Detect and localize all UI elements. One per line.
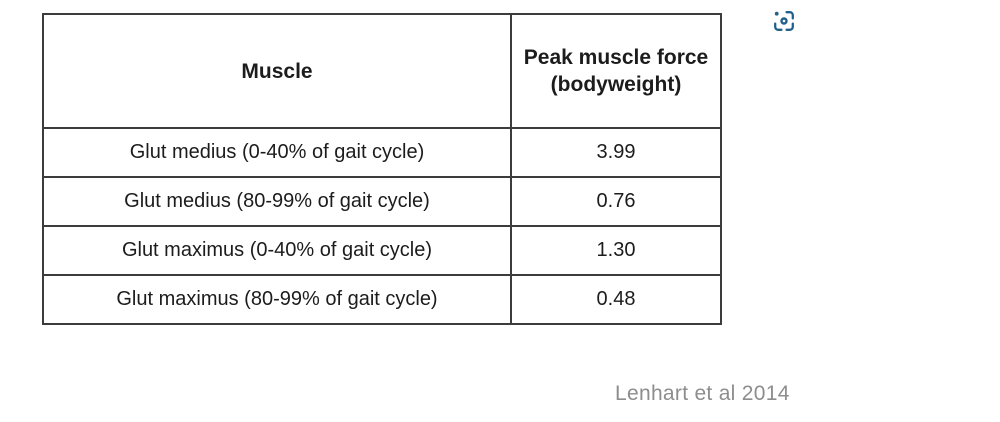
force-cell: 1.30: [510, 225, 722, 276]
citation-text: Lenhart et al 2014: [615, 382, 790, 405]
muscle-cell: Glut maximus (80-99% of gait cycle): [42, 274, 512, 325]
muscle-cell: Glut maximus (0-40% of gait cycle): [42, 225, 512, 276]
lens-center-ring: [780, 17, 788, 25]
lens-screenshot-icon: [774, 11, 794, 31]
column-header-peak-force: Peak muscle force (bodyweight): [510, 13, 722, 129]
table-row: Glut maximus (80-99% of gait cycle) 0.48: [42, 274, 722, 325]
force-cell: 0.76: [510, 176, 722, 227]
force-cell: 3.99: [510, 127, 722, 178]
lens-bottom-right-bracket: [785, 22, 794, 31]
table-row: Glut medius (0-40% of gait cycle) 3.99: [42, 127, 722, 178]
muscle-cell: Glut medius (80-99% of gait cycle): [42, 176, 512, 227]
muscle-cell: Glut medius (0-40% of gait cycle): [42, 127, 512, 178]
lens-corner-dot: [774, 11, 779, 16]
column-header-muscle: Muscle: [42, 13, 512, 129]
table-row: Glut maximus (0-40% of gait cycle) 1.30: [42, 225, 722, 276]
table-row: Glut medius (80-99% of gait cycle) 0.76: [42, 176, 722, 227]
lens-bottom-left-bracket: [774, 22, 783, 31]
lens-top-right-bracket: [785, 11, 794, 20]
force-cell: 0.48: [510, 274, 722, 325]
muscle-force-table: Muscle Peak muscle force (bodyweight) Gl…: [42, 13, 722, 325]
table-header-row: Muscle Peak muscle force (bodyweight): [42, 13, 722, 129]
lens-button[interactable]: [770, 7, 798, 35]
